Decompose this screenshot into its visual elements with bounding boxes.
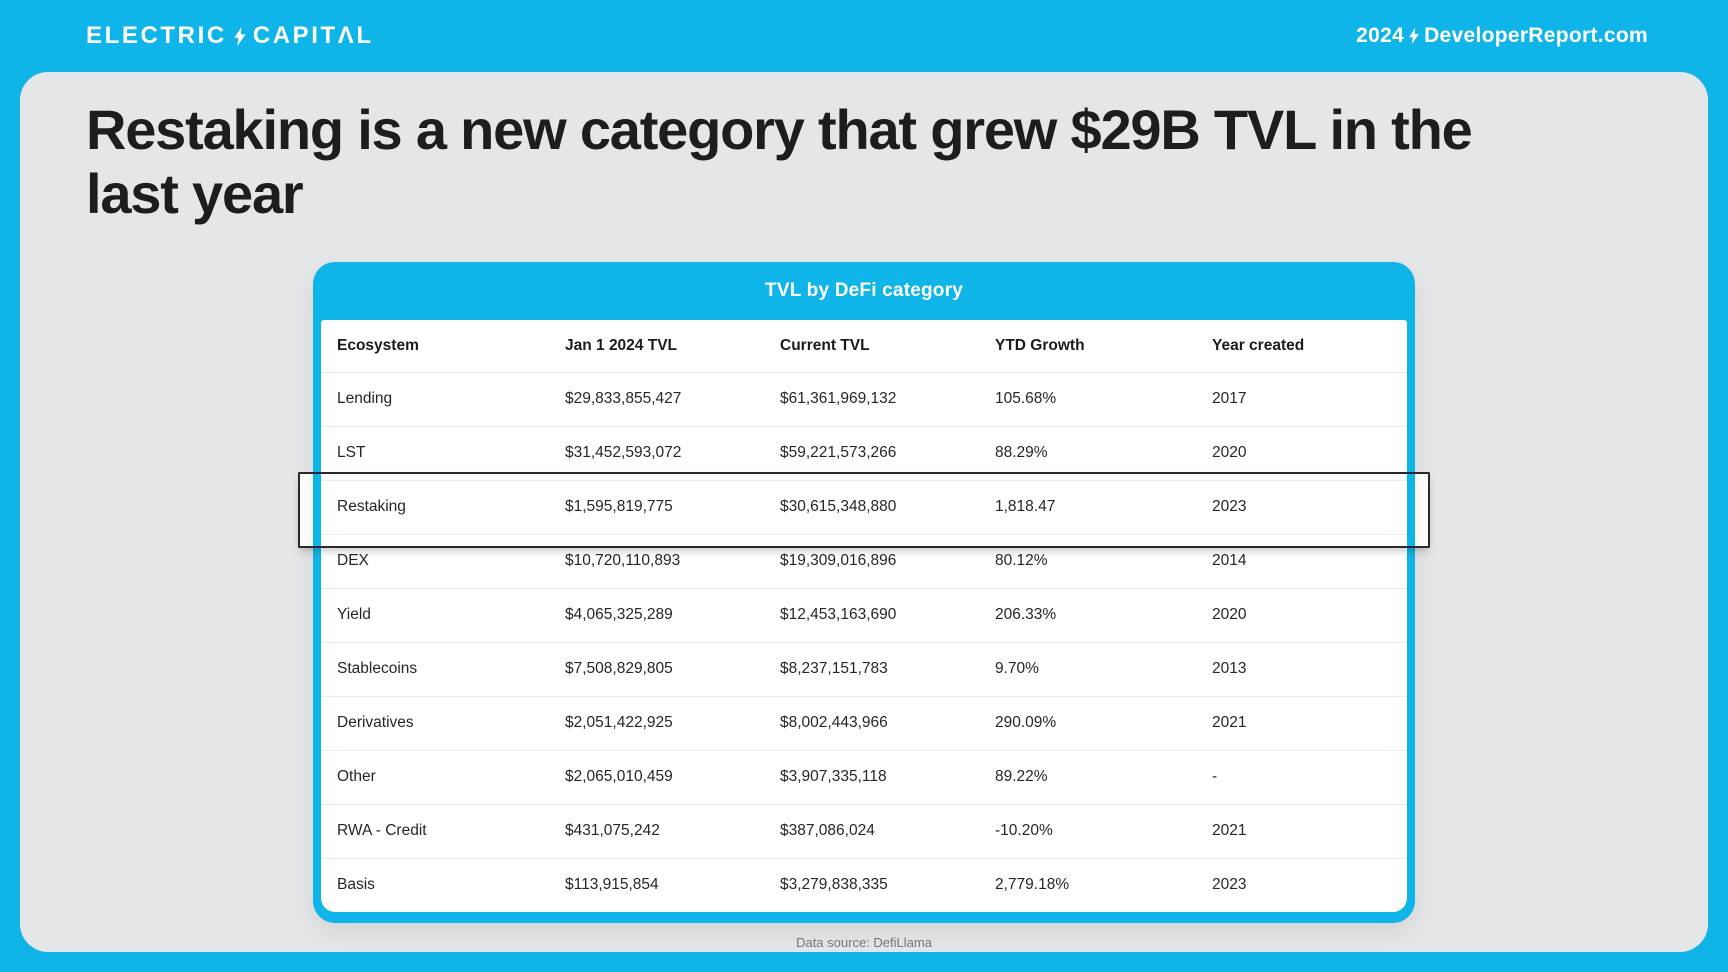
table-row-rwa-credit: RWA - Credit $431,075,242 $387,086,024 -10.…	[321, 804, 1407, 859]
column-header-ecosystem: Ecosystem	[321, 320, 549, 373]
table-row-derivatives: Derivatives $2,051,422,925 $8,002,443,966 2…	[321, 696, 1407, 751]
cell-year-created: 2017	[1196, 372, 1407, 427]
cell-current-tvl: $3,279,838,335	[780, 876, 888, 894]
tvl-table-wrapper: TVL by DeFi category Ecosystem Jan 1 2024…	[298, 262, 1430, 923]
table-row-lending: Lending $29,833,855,427 $61,361,969,132 105…	[321, 372, 1407, 427]
cell-current-tvl: $59,221,573,266	[764, 426, 979, 481]
cell-year-created: 2021	[1196, 804, 1407, 859]
top-bar: ELECTRIC CAPITΛL 2024 DeveloperReport.co…	[0, 0, 1728, 72]
cell-ytd-growth: 89.22%	[979, 750, 1196, 805]
cell-jan-1-2024-tvl: $31,452,593,072	[549, 426, 764, 481]
table-row-dex: DEX $10,720,110,893 $19,309,016,896 80.12% 2…	[321, 534, 1407, 589]
report-year: 2024	[1356, 24, 1405, 47]
cell-ecosystem: LST	[321, 426, 549, 481]
cell-jan-1-2024-tvl: $4,065,325,289	[549, 588, 764, 643]
cell-current-tvl: $387,086,024	[764, 804, 979, 859]
cell-jan-1-2024-tvl: $2,051,422,925	[549, 696, 764, 751]
cell-current-tvl: $8,002,443,966	[764, 696, 979, 751]
tvl-table: Ecosystem Jan 1 2024 TVL Current TVL YTD Gr…	[321, 320, 1407, 912]
cell-jan-1-2024-tvl: $1,595,819,775	[549, 480, 764, 535]
cell-ytd-growth: 80.12%	[979, 534, 1196, 589]
cell-current-tvl: $61,361,969,132	[764, 372, 979, 427]
slide-card: Restaking is a new category that grew $2…	[20, 72, 1708, 952]
column-header-current-tvl: Current TVL	[764, 320, 979, 373]
table-title: TVL by DeFi category	[765, 280, 963, 301]
data-source: Data source: DefiLlama	[796, 935, 932, 950]
cell-year-created: 2014	[1196, 534, 1407, 589]
cell-jan-1-2024-tvl: $10,720,110,893	[549, 534, 764, 589]
cell-current-tvl: $3,907,335,118	[764, 750, 979, 805]
slide-title-line2: last year	[86, 162, 304, 225]
cell-current-tvl: $19,309,016,896	[764, 534, 979, 589]
cell-ecosystem: Other	[321, 750, 549, 805]
slide-title: Restaking is a new category that grew $2…	[86, 98, 1708, 226]
cell-ytd-growth: 105.68%	[979, 372, 1196, 427]
cell-current-tvl: $12,453,163,690	[764, 588, 979, 643]
cell-ytd-growth: 9.70%	[979, 642, 1196, 697]
cell-ecosystem: DEX	[321, 534, 549, 589]
logo-word-capital: CAPITΛL	[252, 22, 374, 49]
table-row-yield: Yield $4,065,325,289 $12,453,163,690 206.33…	[321, 588, 1407, 643]
column-header-year-created: Year created	[1196, 320, 1407, 373]
cell-ecosystem: RWA - Credit	[321, 804, 549, 859]
cell-year-created: 2023	[1196, 480, 1407, 535]
table-row-lst: LST $31,452,593,072 $59,221,573,266 88.29% 2…	[321, 426, 1407, 481]
cell-jan-1-2024-tvl: $2,065,010,459	[549, 750, 764, 805]
cell-ytd-growth: -10.20%	[979, 804, 1196, 859]
cell-year-created: 2020	[1196, 588, 1407, 643]
table-row-stablecoins: Stablecoins $7,508,829,805 $8,237,151,783 9…	[321, 642, 1407, 697]
cell-jan-1-2024-tvl: $431,075,242	[549, 804, 764, 859]
table-row-restaking: Restaking $1,595,819,775 $30,615,348,880 1,…	[321, 480, 1407, 535]
cell-year-created: -	[1196, 750, 1407, 805]
column-header-jan-1-2024-tvl: Jan 1 2024 TVL	[549, 320, 764, 373]
lightning-bolt-icon	[1409, 28, 1419, 44]
cell-year-created: 2013	[1196, 642, 1407, 697]
table-row-basis: Basis $113,915,854 $3,279,838,335 2,779.18%…	[321, 858, 1407, 912]
cell-ecosystem: Restaking	[321, 480, 549, 535]
logo-word-electric: ELECTRIC	[86, 22, 227, 49]
cell-ecosystem: Derivatives	[321, 696, 549, 751]
cell-jan-1-2024-tvl: $29,833,855,427	[549, 372, 764, 427]
table-body: Lending $29,833,855,427 $61,361,969,132 105…	[321, 372, 1407, 912]
cell-current-tvl: $30,615,348,880	[764, 480, 979, 535]
slide-title-line1: Restaking is a new category that grew $2…	[86, 98, 1473, 161]
electric-capital-logo: ELECTRIC CAPITΛL	[86, 22, 374, 50]
cell-ytd-growth: 206.33%	[979, 588, 1196, 643]
cell-jan-1-2024-tvl: $7,508,829,805	[549, 642, 764, 697]
developer-report-link[interactable]: 2024 DeveloperReport.com	[1356, 24, 1648, 48]
cell-ecosystem: Lending	[321, 372, 549, 427]
cell-ecosystem: Yield	[321, 588, 549, 643]
tvl-table-card: TVL by DeFi category Ecosystem Jan 1 2024…	[313, 262, 1415, 923]
cell-year-created: 2023	[1212, 876, 1247, 894]
cell-ytd-growth: 290.09%	[979, 696, 1196, 751]
table-header-row: Ecosystem Jan 1 2024 TVL Current TVL YTD Gr…	[321, 320, 1407, 373]
cell-ecosystem: Stablecoins	[321, 642, 549, 697]
cell-jan-1-2024-tvl: $113,915,854	[565, 876, 659, 894]
cell-year-created: 2021	[1196, 696, 1407, 751]
cell-ytd-growth: 2,779.18%	[995, 876, 1070, 894]
cell-ecosystem: Basis	[337, 876, 375, 894]
cell-ytd-growth: 1,818.47	[979, 480, 1196, 535]
column-header-ytd-growth: YTD Growth	[979, 320, 1196, 373]
report-site: DeveloperReport.com	[1424, 24, 1648, 47]
cell-year-created: 2020	[1196, 426, 1407, 481]
cell-ytd-growth: 88.29%	[979, 426, 1196, 481]
cell-current-tvl: $8,237,151,783	[764, 642, 979, 697]
table-row-other: Other $2,065,010,459 $3,907,335,118 89.22% -	[321, 750, 1407, 805]
lightning-bolt-icon	[234, 26, 246, 46]
